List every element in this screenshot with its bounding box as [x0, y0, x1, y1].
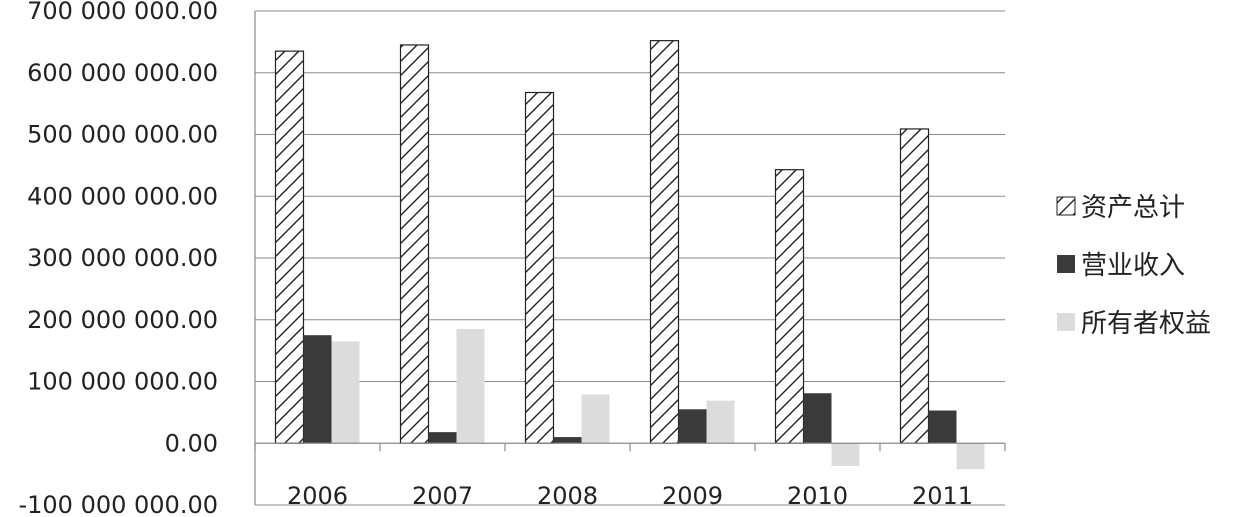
bar-2007-series-1 — [428, 432, 457, 444]
y-axis-tick-labels: -100 000 000.00 0.00 100 000 000.00 200 000… — [18, 0, 218, 517]
bar-2008-series-2 — [581, 394, 610, 444]
legend-label: 所有者权益 — [1081, 309, 1211, 339]
bar-2009-series-0 — [649, 40, 680, 444]
legend-swatch — [1056, 196, 1076, 216]
gridlines — [255, 10, 1005, 506]
bar-2010-series-2 — [831, 443, 860, 467]
y-tick-label: -100 000 000.00 — [18, 491, 218, 517]
bar-2011-series-1 — [928, 410, 957, 444]
y-tick-label: 400 000 000.00 — [27, 182, 218, 210]
bar-2011-series-0 — [899, 128, 930, 444]
bar-2008-series-1 — [553, 437, 582, 444]
bar-2010-series-0 — [774, 169, 805, 444]
x-axis-tick-labels: 2006 2007 2008 2009 2010 2011 — [287, 482, 973, 510]
legend-label: 资产总计 — [1081, 193, 1185, 223]
y-tick-label: 700 000 000.00 — [27, 0, 218, 25]
legend-swatch — [1057, 255, 1075, 273]
bar-2009-series-1 — [678, 409, 707, 444]
axes — [254, 11, 1006, 505]
x-tick-label: 2007 — [412, 482, 473, 510]
bar-2006-series-2 — [331, 341, 360, 444]
bar-2008-series-0 — [524, 91, 555, 444]
bar-2006-series-1 — [303, 335, 332, 444]
y-tick-label: 300 000 000.00 — [27, 244, 218, 272]
y-tick-label: 200 000 000.00 — [27, 306, 218, 334]
bar-2011-series-2 — [956, 443, 985, 470]
bar-2007-series-2 — [456, 329, 485, 444]
x-tick-label: 2006 — [287, 482, 348, 510]
x-tick-label: 2009 — [662, 482, 723, 510]
x-tick-label: 2011 — [912, 482, 973, 510]
bar-2010-series-1 — [803, 393, 832, 444]
y-tick-label: 0.00 — [165, 429, 218, 457]
bar-2009-series-2 — [706, 400, 735, 444]
legend-label: 营业收入 — [1081, 251, 1185, 281]
bar-2006-series-0 — [274, 50, 305, 444]
bars — [274, 40, 985, 470]
x-tick-label: 2008 — [537, 482, 598, 510]
y-tick-label: 100 000 000.00 — [27, 368, 218, 396]
x-tick-label: 2010 — [787, 482, 848, 510]
legend-swatch — [1057, 313, 1075, 331]
y-tick-label: 500 000 000.00 — [27, 121, 218, 149]
bar-2007-series-0 — [399, 44, 430, 444]
y-tick-label: 600 000 000.00 — [27, 59, 218, 87]
